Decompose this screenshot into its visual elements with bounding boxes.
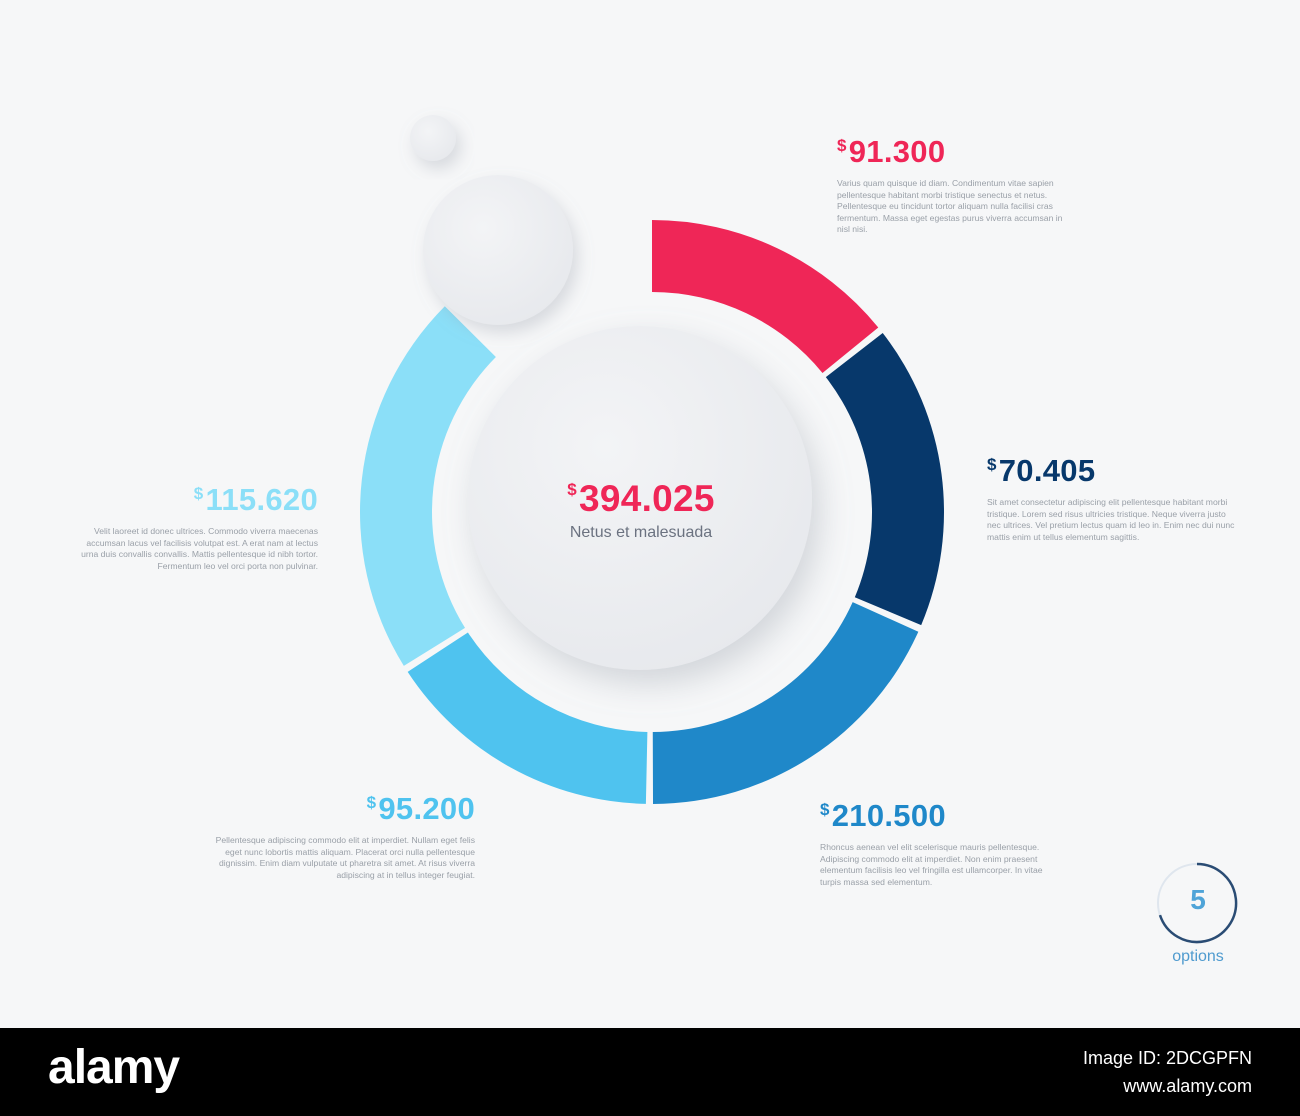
segment-3-amount: $210.500 [820,798,1060,834]
segment-5-currency: $ [193,484,204,503]
alamy-logo: alamy [48,1041,180,1094]
segment-4-currency: $ [366,793,377,812]
donut-chart [359,115,1238,944]
options-caption: options [1172,948,1224,965]
segment-5-value: 115.620 [205,482,318,517]
donut-segment-4 [407,632,648,804]
segment-4-description: Pellentesque adipiscing commodo elit at … [215,835,475,880]
infographic-canvas: $394.025 Netus et malesuada $91.300 Vari… [70,115,1242,965]
segment-1-value: 91.300 [848,134,946,169]
label-segment-3: $210.500 Rhoncus aenean vel elit sceleri… [820,798,1060,888]
decor-bubble-small [410,115,456,161]
segment-3-description: Rhoncus aenean vel elit scelerisque maur… [820,842,1043,887]
total-block: $394.025 Netus et malesuada [468,478,814,542]
donut-segment-3 [652,602,919,804]
total-currency: $ [567,480,577,499]
donut-segments [359,220,944,804]
segment-2-value: 70.405 [998,453,1096,488]
site-url: www.alamy.com [1123,1076,1252,1096]
donut-segment-1 [652,220,879,373]
total-caption: Netus et malesuada [569,524,713,541]
segment-2-currency: $ [987,455,997,474]
label-segment-2: $70.405 Sit amet consectetur adipiscing … [987,453,1242,543]
label-segment-1: $91.300 Varius quam quisque id diam. Con… [837,134,1072,236]
total-amount: $394.025 [468,478,814,520]
options-badge-arc [1158,862,1238,944]
center-disc [468,326,812,670]
segment-3-value: 210.500 [831,798,946,833]
segment-3-currency: $ [820,800,830,819]
label-segment-5: $115.620 Velit laoreet id donec ultrices… [70,482,318,572]
segment-2-amount: $70.405 [987,453,1242,489]
options-count: 5 [1190,884,1206,915]
image-id: Image ID: 2DCGPFN [1082,1048,1252,1068]
total-value: 394.025 [578,478,715,519]
segment-1-currency: $ [837,136,847,155]
segment-2-description: Sit amet consectetur adipiscing elit pel… [987,497,1235,542]
segment-5-amount: $115.620 [70,482,318,518]
segment-4-amount: $95.200 [215,791,475,827]
segment-4-value: 95.200 [378,791,475,826]
segment-1-amount: $91.300 [837,134,1072,170]
label-segment-4: $95.200 Pellentesque adipiscing commodo … [215,791,475,881]
decor-bubble-medium [423,175,573,325]
segment-5-description: Velit laoreet id donec ultrices. Commodo… [81,526,318,571]
donut-segment-2 [825,333,944,626]
donut-segment-5 [359,306,496,666]
segment-1-description: Varius quam quisque id diam. Condimentum… [837,178,1063,235]
stock-footer: alamy Image ID: 2DCGPFN www.alamy.com [0,1028,1300,1116]
